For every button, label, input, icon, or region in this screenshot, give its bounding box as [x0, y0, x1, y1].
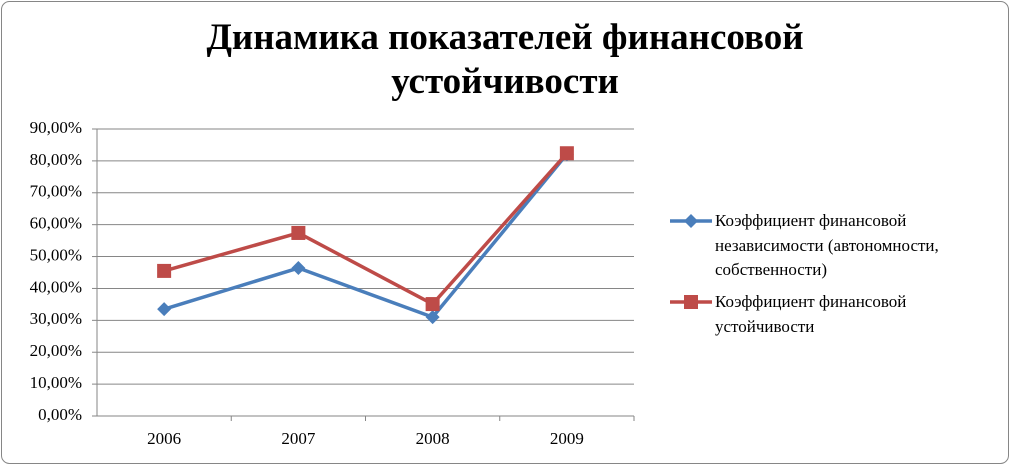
y-tick-label: 70,00%	[30, 182, 82, 201]
y-tick-label: 50,00%	[30, 245, 82, 264]
y-tick-label: 60,00%	[30, 214, 82, 233]
y-tick-label: 0,00%	[38, 405, 82, 424]
series-line	[163, 153, 569, 319]
chart-title: Динамика показателей финансовой устойчив…	[206, 17, 804, 102]
x-tick-label: 2009	[550, 429, 584, 448]
series-line	[163, 152, 569, 306]
marker	[425, 310, 440, 325]
x-tick-label: 2006	[147, 429, 181, 448]
marker	[684, 214, 698, 228]
x-tick-label: 2007	[281, 429, 316, 448]
legend-label: Коэффициент финансовой независимости (ав…	[715, 211, 939, 279]
marker	[559, 146, 574, 161]
x-tick-label: 2008	[416, 429, 450, 448]
marker	[291, 261, 306, 276]
marker	[157, 302, 172, 317]
marker	[291, 225, 306, 240]
marker	[684, 295, 698, 309]
marker	[425, 297, 440, 312]
legend-label: Коэффициент финансовой устойчивости	[715, 292, 907, 336]
y-tick-label: 80,00%	[30, 150, 82, 169]
y-tick-label: 20,00%	[30, 341, 82, 360]
marker	[157, 263, 172, 278]
y-tick-label: 90,00%	[30, 118, 82, 137]
y-tick-label: 30,00%	[30, 309, 82, 328]
y-tick-label: 40,00%	[30, 277, 82, 296]
y-tick-label: 10,00%	[30, 373, 82, 392]
